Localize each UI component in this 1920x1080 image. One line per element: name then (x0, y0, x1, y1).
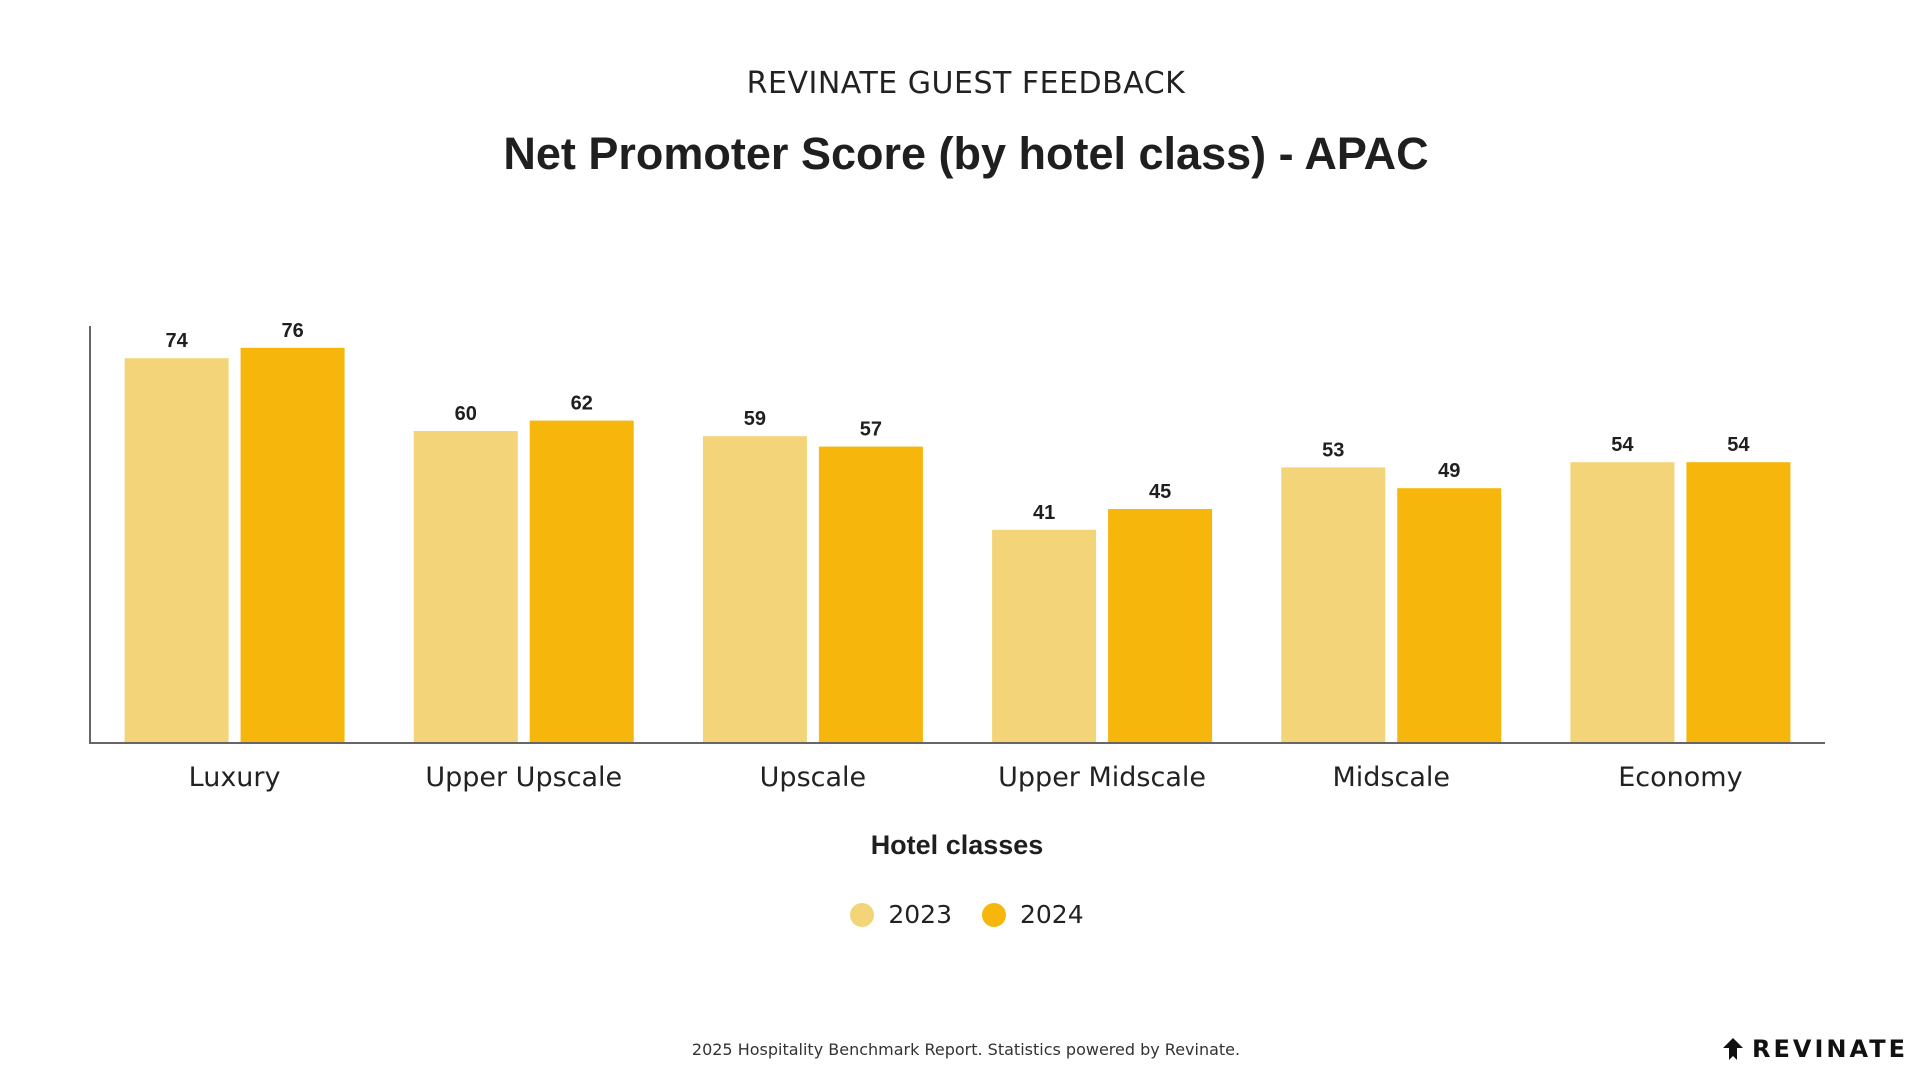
bar-upper-upscale-2024 (529, 420, 634, 743)
legend-item-2024: 2024 (982, 900, 1084, 929)
legend-label-2024: 2024 (1020, 900, 1084, 929)
bar-economy-2023 (1570, 462, 1675, 743)
data-label-upper-upscale-2024: 62 (571, 393, 593, 415)
legend-item-2023: 2023 (850, 900, 952, 929)
legend-swatch-2023 (850, 902, 875, 927)
brand-name: REVINATE (1752, 1035, 1908, 1063)
data-label-upper-midscale-2024: 45 (1149, 481, 1171, 503)
bar-midscale-2023 (1281, 467, 1386, 743)
bar-upscale-2023 (702, 436, 807, 743)
x-tick-label-upper-upscale: Upper Upscale (425, 762, 622, 793)
bar-luxury-2024 (240, 347, 345, 743)
x-tick-label-economy: Economy (1618, 762, 1742, 793)
x-tick-label-luxury: Luxury (189, 762, 281, 793)
bar-upper-midscale-2024 (1108, 509, 1213, 743)
chart-supertitle: REVINATE GUEST FEEDBACK (746, 66, 1186, 101)
x-axis-title: Hotel classes (871, 830, 1044, 860)
data-label-upscale-2023: 59 (744, 408, 766, 430)
data-label-luxury-2023: 74 (165, 330, 188, 352)
bar-luxury-2023 (124, 358, 229, 743)
data-label-midscale-2024: 49 (1438, 460, 1460, 482)
bar-upper-upscale-2023 (413, 431, 518, 743)
data-label-upscale-2024: 57 (860, 419, 882, 441)
footer-note: 2025 Hospitality Benchmark Report. Stati… (691, 1040, 1241, 1059)
legend-swatch-2024 (982, 902, 1006, 927)
data-label-luxury-2024: 76 (281, 320, 303, 342)
revinate-logo-icon (1723, 1038, 1744, 1060)
data-label-upper-upscale-2023: 60 (455, 403, 477, 425)
brand-logo[interactable]: REVINATE (1722, 1035, 1908, 1063)
bar-upper-midscale-2023 (992, 529, 1097, 743)
bar-economy-2024 (1686, 462, 1791, 743)
chart-legend: 2023 2024 (0, 900, 1920, 929)
x-tick-label-upscale: Upscale (760, 762, 866, 793)
x-tick-label-upper-midscale: Upper Midscale (998, 762, 1206, 793)
bar-upscale-2024 (818, 446, 923, 743)
chart-title: Net Promoter Score (by hotel class) - AP… (503, 128, 1429, 179)
data-label-economy-2024: 54 (1727, 434, 1750, 456)
data-label-midscale-2023: 53 (1322, 439, 1344, 461)
x-tick-label-midscale: Midscale (1332, 762, 1450, 793)
data-label-economy-2023: 54 (1611, 434, 1634, 456)
bar-midscale-2024 (1397, 488, 1502, 743)
legend-label-2023: 2023 (888, 900, 952, 929)
data-label-upper-midscale-2023: 41 (1033, 502, 1055, 524)
